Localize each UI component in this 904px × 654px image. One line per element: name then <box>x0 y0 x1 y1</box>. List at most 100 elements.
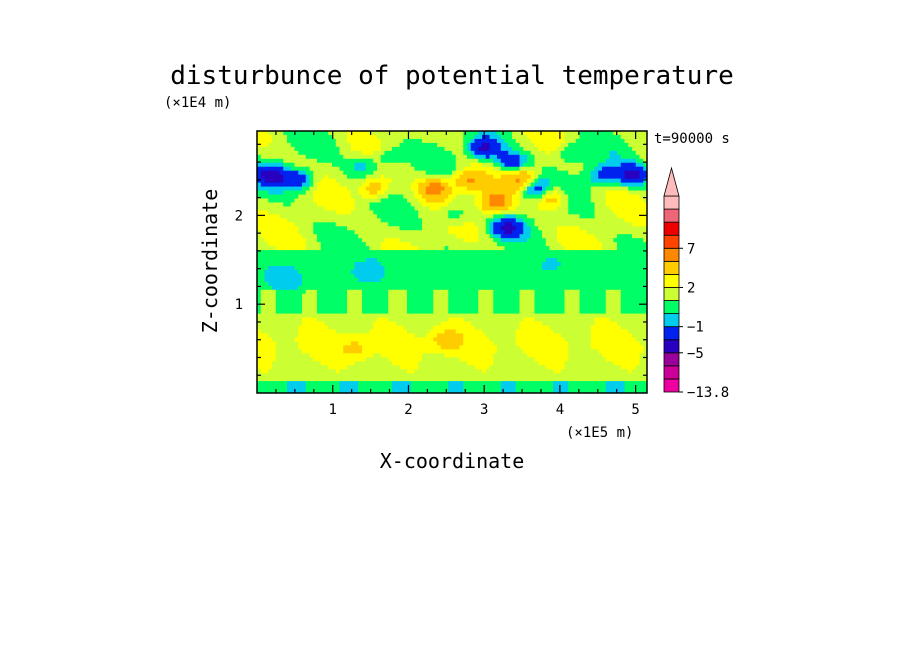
field-cell <box>470 174 475 180</box>
field-cell <box>444 190 449 195</box>
field-cell <box>549 297 554 303</box>
field-cell <box>377 242 382 247</box>
field-cell <box>575 293 580 299</box>
field-cell <box>485 210 490 215</box>
field-cell <box>309 309 314 315</box>
field-cell <box>328 210 333 215</box>
field-cell <box>527 230 532 235</box>
field-cell <box>350 142 355 148</box>
field-cell <box>534 206 539 211</box>
field-cell <box>275 285 280 291</box>
field-cell <box>602 313 607 318</box>
field-cell <box>508 182 513 187</box>
field-cell <box>373 154 378 160</box>
field-cell <box>575 174 580 180</box>
field-cell <box>343 150 348 156</box>
field-cell <box>579 246 584 251</box>
field-cell <box>590 174 595 180</box>
field-cell <box>287 206 292 211</box>
field-cell <box>553 198 558 203</box>
field-cell <box>305 158 310 164</box>
field-cell <box>305 170 310 176</box>
field-cell <box>549 174 554 180</box>
field-cell <box>493 146 498 152</box>
field-cell <box>485 289 490 295</box>
field-cell <box>639 198 644 203</box>
field-cell <box>590 250 595 255</box>
field-cell <box>444 214 449 219</box>
field-cell <box>560 289 565 295</box>
field-cell <box>542 273 547 279</box>
field-cell <box>444 198 449 203</box>
field-cell <box>572 154 577 160</box>
field-cell <box>538 131 543 136</box>
field-cell <box>635 158 640 164</box>
field-cell <box>515 186 520 191</box>
field-cell <box>527 277 532 283</box>
field-cell <box>440 258 445 263</box>
field-cell <box>459 313 464 318</box>
field-cell <box>500 182 505 187</box>
field-cell <box>455 146 460 152</box>
field-cell <box>512 186 517 191</box>
field-cell <box>343 262 348 267</box>
field-cell <box>579 210 584 215</box>
field-cell <box>350 262 355 267</box>
field-cell <box>384 273 389 279</box>
field-cell <box>268 162 273 168</box>
field-cell <box>452 222 457 227</box>
field-cell <box>328 254 333 259</box>
field-cell <box>545 230 550 235</box>
field-cell <box>414 166 419 172</box>
field-cell <box>335 174 340 180</box>
field-cell <box>557 281 562 287</box>
field-cell <box>632 297 637 303</box>
field-cell <box>489 202 494 207</box>
field-cell <box>560 230 565 235</box>
field-cell <box>485 281 490 287</box>
field-cell <box>392 162 397 168</box>
field-cell <box>317 317 322 322</box>
field-cell <box>264 277 269 283</box>
field-cell <box>613 262 618 267</box>
field-cell <box>542 305 547 311</box>
field-cell <box>260 222 265 227</box>
field-cell <box>279 142 284 148</box>
field-cell <box>395 301 400 307</box>
field-cell <box>347 234 352 239</box>
field-cell <box>497 293 502 299</box>
field-cell <box>433 250 438 255</box>
field-cell <box>290 210 295 215</box>
field-cell <box>354 277 359 283</box>
field-cell <box>564 178 569 184</box>
field-cell <box>272 281 277 287</box>
field-cell <box>553 166 558 172</box>
field-cell <box>384 186 389 191</box>
field-cell <box>287 154 292 160</box>
field-cell <box>433 178 438 184</box>
field-cell <box>395 206 400 211</box>
field-cell <box>478 269 483 275</box>
field-cell <box>380 174 385 180</box>
field-cell <box>272 154 277 160</box>
field-cell <box>643 158 648 164</box>
field-cell <box>388 150 393 156</box>
field-cell <box>302 230 307 235</box>
field-cell <box>414 206 419 211</box>
field-cell <box>549 309 554 315</box>
field-cell <box>605 289 610 295</box>
field-cell <box>579 242 584 247</box>
field-cell <box>609 269 614 275</box>
field-cell <box>257 293 262 299</box>
field-cell <box>478 301 483 307</box>
field-cell <box>617 297 622 303</box>
field-cell <box>474 281 479 287</box>
field-cell <box>298 158 303 164</box>
field-cell <box>493 138 498 144</box>
field-cell <box>632 190 637 195</box>
field-cell <box>639 265 644 271</box>
field-cell <box>335 285 340 291</box>
field-cell <box>410 150 415 156</box>
field-cell <box>339 305 344 311</box>
field-cell <box>643 238 648 243</box>
